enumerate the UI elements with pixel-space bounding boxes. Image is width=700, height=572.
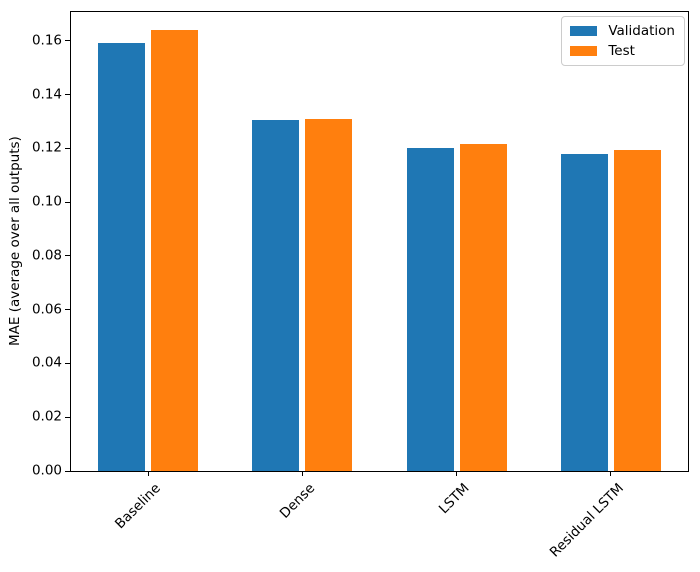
x-tick-label-text: LSTM xyxy=(435,480,473,518)
plot-area: MAE (average over all outputs) Validatio… xyxy=(7,11,689,560)
y-tick-mark xyxy=(65,416,70,418)
y-tick-mark xyxy=(65,147,70,149)
y-tick-mark xyxy=(65,201,70,203)
y-tick-mark xyxy=(65,470,70,472)
y-tick-label: 0.02 xyxy=(31,408,62,425)
legend-item-validation: Validation xyxy=(570,23,675,39)
y-tick-mark xyxy=(65,40,70,42)
x-tick-mark xyxy=(610,471,612,476)
x-tick-label-text: Dense xyxy=(276,480,318,522)
x-tick-mark xyxy=(147,471,149,476)
y-tick-label: 0.10 xyxy=(31,193,62,210)
legend-label-test: Test xyxy=(608,43,635,60)
y-tick-label: 0.14 xyxy=(31,85,62,102)
y-tick-label: 0.00 xyxy=(31,462,62,479)
x-tick-label-text: Residual LSTM xyxy=(546,480,627,561)
bar-validation-baseline xyxy=(98,43,146,471)
y-tick-mark xyxy=(65,94,70,96)
x-tick-label-text: Baseline xyxy=(111,480,164,533)
bar-test-dense xyxy=(305,118,353,471)
y-tick-label: 0.16 xyxy=(31,32,62,49)
validation-color-swatch xyxy=(570,26,598,37)
bar-test-residual-lstm xyxy=(613,150,661,471)
y-tick-label: 0.04 xyxy=(31,354,62,371)
x-tick-mark xyxy=(301,471,303,476)
y-tick-label: 0.06 xyxy=(31,300,62,317)
bar-validation-residual-lstm xyxy=(560,153,608,471)
y-tick-label: 0.08 xyxy=(31,247,62,264)
y-tick-mark xyxy=(65,362,70,364)
bar-validation-lstm xyxy=(406,148,454,471)
test-color-swatch xyxy=(570,46,598,57)
y-tick-mark xyxy=(65,309,70,311)
bar-validation-dense xyxy=(252,120,300,471)
legend: Validation Test xyxy=(561,16,685,67)
y-tick-mark xyxy=(65,255,70,257)
bar-test-baseline xyxy=(151,30,199,471)
y-axis-label: MAE (average over all outputs) xyxy=(7,136,23,347)
y-tick-label: 0.12 xyxy=(31,139,62,156)
bar-test-lstm xyxy=(459,144,507,471)
legend-item-test: Test xyxy=(570,43,675,59)
legend-label-validation: Validation xyxy=(608,23,675,39)
x-tick-mark xyxy=(456,471,458,476)
